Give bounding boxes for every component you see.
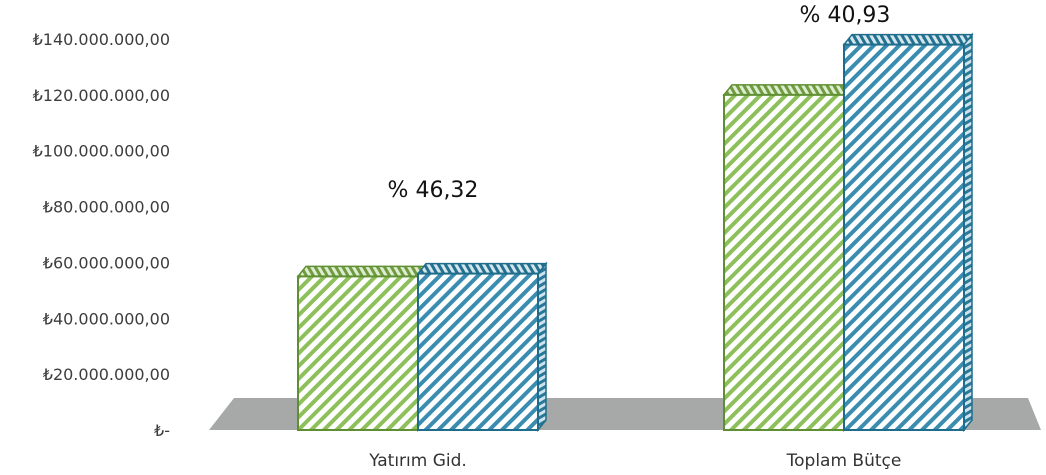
y-tick-label: ₺60.000.000,00 <box>43 253 170 272</box>
y-tick-label: ₺100.000.000,00 <box>33 142 170 161</box>
bar-top-face <box>722 84 854 96</box>
bar-top-face <box>842 33 974 46</box>
bar-series-2-1 <box>416 261 548 433</box>
bar-front-face <box>417 272 539 431</box>
percentage-annotation: % 40,93 <box>800 3 891 28</box>
annotations: % 46,32 % 40,93 <box>388 3 891 203</box>
x-category-label: Yatırım Gid. <box>368 451 467 471</box>
bars <box>296 32 974 433</box>
bar-front-face <box>297 275 419 431</box>
bar-side-face <box>537 261 547 433</box>
bar-series-1-2 <box>722 82 854 433</box>
bar-front-face <box>723 93 845 431</box>
y-tick-label: ₺20.000.000,00 <box>43 365 170 384</box>
bar-front-face <box>843 43 965 431</box>
y-tick-label: ₺140.000.000,00 <box>33 30 170 49</box>
y-tick-label: ₺80.000.000,00 <box>43 198 170 217</box>
y-tick-label: ₺- <box>154 421 170 440</box>
bar-series-1-1 <box>296 264 428 433</box>
bar-side-face <box>963 32 973 433</box>
y-axis: ₺- ₺20.000.000,00 ₺40.000.000,00 ₺60.000.00… <box>33 30 170 440</box>
bar-top-face <box>416 262 548 275</box>
y-tick-label: ₺120.000.000,00 <box>33 86 170 105</box>
bar-series-2-2 <box>842 32 974 433</box>
x-category-label: Toplam Bütçe <box>786 451 902 471</box>
bar-top-face <box>296 265 428 278</box>
percentage-annotation: % 46,32 <box>388 178 479 203</box>
y-tick-label: ₺40.000.000,00 <box>43 309 170 328</box>
x-axis: Yatırım Gid. Toplam Bütçe <box>368 451 901 471</box>
